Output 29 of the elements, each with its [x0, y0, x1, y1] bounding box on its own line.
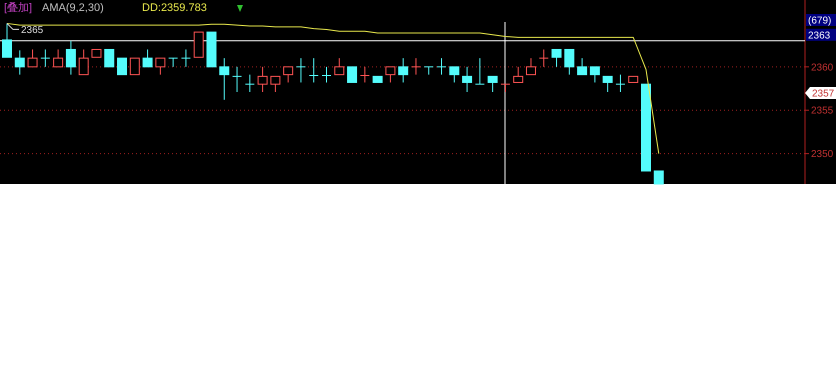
candlestick [244, 74, 255, 92]
candlestick [40, 48, 50, 68]
candlestick [322, 66, 332, 83]
candlestick [258, 66, 268, 92]
candlestick [219, 58, 230, 100]
candlestick [66, 40, 76, 76]
text: (679) [808, 16, 832, 26]
candlestick [398, 58, 408, 83]
line-series [6, 22, 660, 154]
annotation: DD:2359.783 [142, 2, 207, 14]
annotation: 2365 [21, 24, 44, 36]
candlestick [410, 58, 421, 76]
chart-title: [叠加] [4, 1, 32, 14]
y-tick-label: 2355 [811, 106, 834, 117]
text: 2357 [812, 88, 835, 100]
candlestick [436, 58, 447, 76]
candlestick [232, 66, 242, 92]
ref-line-label: 2363 [808, 30, 831, 42]
annotation: AMA(9,2,30) [42, 2, 104, 14]
candlestick [308, 58, 319, 83]
y-tick-label: 2360 [811, 62, 834, 74]
candlestick [462, 66, 472, 92]
y-tick-label: 2350 [811, 149, 834, 160]
candlestick [180, 48, 191, 68]
candlestick [615, 74, 626, 92]
candlestick [14, 50, 25, 76]
candlestick [360, 66, 370, 83]
candlestick [296, 58, 306, 83]
candlestick [538, 48, 549, 68]
